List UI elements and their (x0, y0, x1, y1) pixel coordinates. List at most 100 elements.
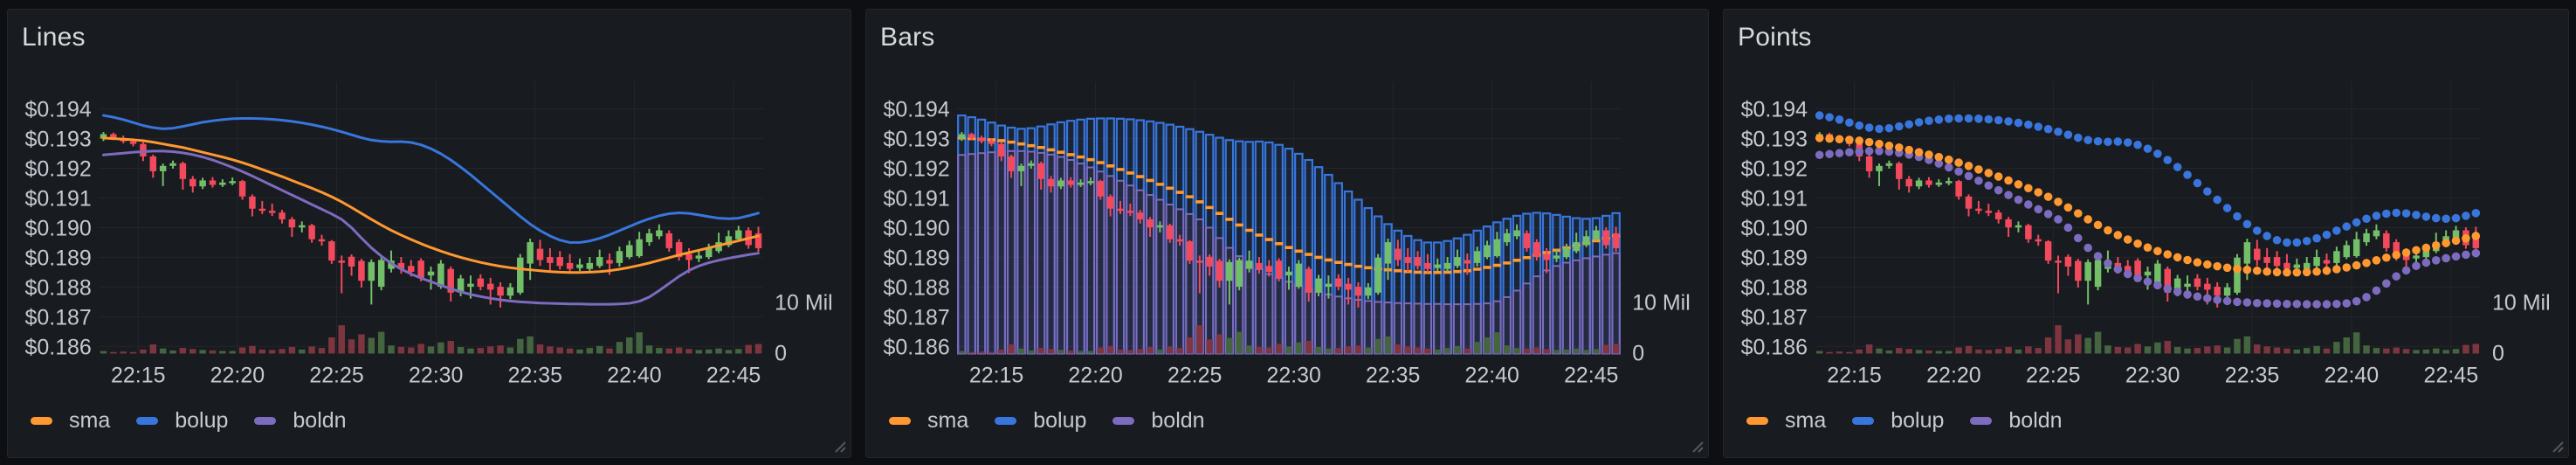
candle-body (1484, 245, 1491, 258)
candle-body (1325, 283, 1333, 288)
y-axis-label: $0.189 (883, 246, 949, 270)
candle-body (2094, 260, 2102, 288)
volume-bar (1826, 351, 1833, 354)
candle-body (2472, 232, 2480, 248)
panel-title[interactable]: Points (1738, 23, 1812, 52)
volume-bar (2393, 347, 2400, 354)
legend-item-sma[interactable]: sma (889, 408, 968, 434)
y-axis-label: $0.190 (883, 216, 949, 240)
legend-item-boldn[interactable]: boldn (1112, 408, 1205, 434)
boldn-bar (1006, 149, 1016, 355)
panel-resize-handle[interactable] (1687, 436, 1705, 454)
boldn-point (2073, 233, 2083, 243)
volume-bar (1325, 348, 1333, 354)
candle-body (2452, 230, 2460, 239)
boldn-point (2292, 299, 2302, 309)
right-axis-label: 10 Mil (1632, 291, 1690, 316)
candle-body (486, 283, 494, 290)
volume-bar (2164, 341, 2172, 354)
candle-body (547, 257, 554, 263)
boldn-point (1974, 177, 1983, 185)
volume-bar (1424, 348, 1431, 354)
x-axis-labels: 22:15 22:20 22:25 22:30 22:35 22:40 22:45 (1827, 363, 2478, 387)
legend-item-boldn[interactable]: boldn (1970, 408, 2063, 434)
boldn-bar (1333, 295, 1343, 355)
candle-body (1384, 242, 1392, 264)
volume-bar (100, 350, 107, 354)
bolup-point (1855, 121, 1864, 130)
sma-point (1904, 145, 1913, 155)
sma-point (2263, 267, 2271, 276)
candle-body (1087, 181, 1094, 184)
sma-point (1974, 165, 1983, 174)
boldn-bar (1363, 300, 1373, 355)
legend-item-bolup[interactable]: bolup (136, 408, 228, 434)
volume-bar (1057, 350, 1064, 354)
candle-body (517, 257, 524, 293)
bolup-point (1815, 111, 1824, 120)
bolup-point (2283, 238, 2291, 247)
volume-bar (388, 345, 395, 354)
candle-body (685, 253, 692, 260)
volume-bar (288, 346, 296, 354)
candle-body (1176, 239, 1183, 242)
chart-canvas-points[interactable]: $0.194 $0.193 $0.192 $0.191 $0.190 $0.189 $0.1… (1724, 10, 2568, 457)
panel-title[interactable]: Bars (880, 23, 935, 52)
panel-resize-handle[interactable] (2547, 436, 2565, 454)
boldn-bar (976, 152, 987, 355)
bolup-point (2442, 214, 2450, 224)
candle-body (978, 137, 985, 142)
candle-body (1395, 248, 1402, 260)
volume-bar (1493, 332, 1501, 354)
candle-body (417, 260, 424, 278)
volume-bar (1077, 350, 1085, 354)
candle-body (1593, 230, 1600, 239)
bolup-point (1974, 115, 1983, 123)
volume-bar (1965, 345, 1973, 354)
boldn-point (2421, 258, 2431, 267)
y-axis-label: $0.188 (1741, 275, 1808, 300)
volume-bar (958, 350, 966, 354)
legend-label: sma (927, 408, 969, 433)
volume-bar (2173, 346, 2181, 354)
sma-point (1994, 172, 2003, 181)
candle-body (238, 181, 246, 197)
chart-canvas-bars[interactable]: $0.194 $0.193 $0.192 $0.191 $0.190 $0.189 $0.1… (866, 10, 1708, 457)
volume-bar (2044, 337, 2052, 354)
boldn-bar (1512, 289, 1522, 355)
legend-item-sma[interactable]: sma (31, 408, 110, 434)
legend-item-boldn[interactable]: boldn (254, 408, 347, 434)
panel-bars: Bars $0.194 $0.193 $0.192 $0.191 $0.190 $0.18… (865, 9, 1709, 458)
bolup-point (2392, 208, 2401, 218)
y-axis-label: $0.191 (25, 186, 92, 211)
candle-body (958, 134, 966, 139)
sma-dash (1166, 186, 1174, 191)
sma-dash (1294, 249, 1304, 253)
boldn-bar (1026, 150, 1037, 355)
legend-item-bolup[interactable]: bolup (995, 408, 1086, 434)
legend-item-sma[interactable]: sma (1746, 408, 1826, 434)
sma-dash (1235, 223, 1243, 227)
sma-dash (1076, 155, 1085, 159)
boldn-bar (1561, 261, 1572, 355)
boldn-point (2362, 293, 2371, 302)
legend-item-bolup[interactable]: bolup (1852, 408, 1944, 434)
chart-canvas-lines[interactable]: $0.194 $0.193 $0.192 $0.191 $0.190 $0.189 $0.1… (8, 10, 851, 457)
panel-resize-handle[interactable] (830, 436, 847, 454)
bolup-point (1925, 116, 1933, 125)
bolup-series-swatch (136, 417, 159, 425)
plot-area[interactable] (1815, 82, 2481, 354)
panel-title[interactable]: Lines (22, 23, 86, 52)
y-axis-label: $0.194 (25, 98, 92, 122)
volume-bar (735, 349, 742, 354)
boldn-bar (1522, 282, 1532, 355)
sma-dash (1116, 168, 1125, 171)
candle-body (506, 287, 514, 296)
volume-bar (1573, 348, 1580, 354)
volume-bar (1553, 350, 1560, 354)
candle-body (169, 163, 176, 166)
volume-bar (1285, 346, 1292, 354)
sma-point (2153, 246, 2162, 256)
volume-bar (1563, 349, 1570, 354)
bolup-point (2123, 138, 2132, 147)
